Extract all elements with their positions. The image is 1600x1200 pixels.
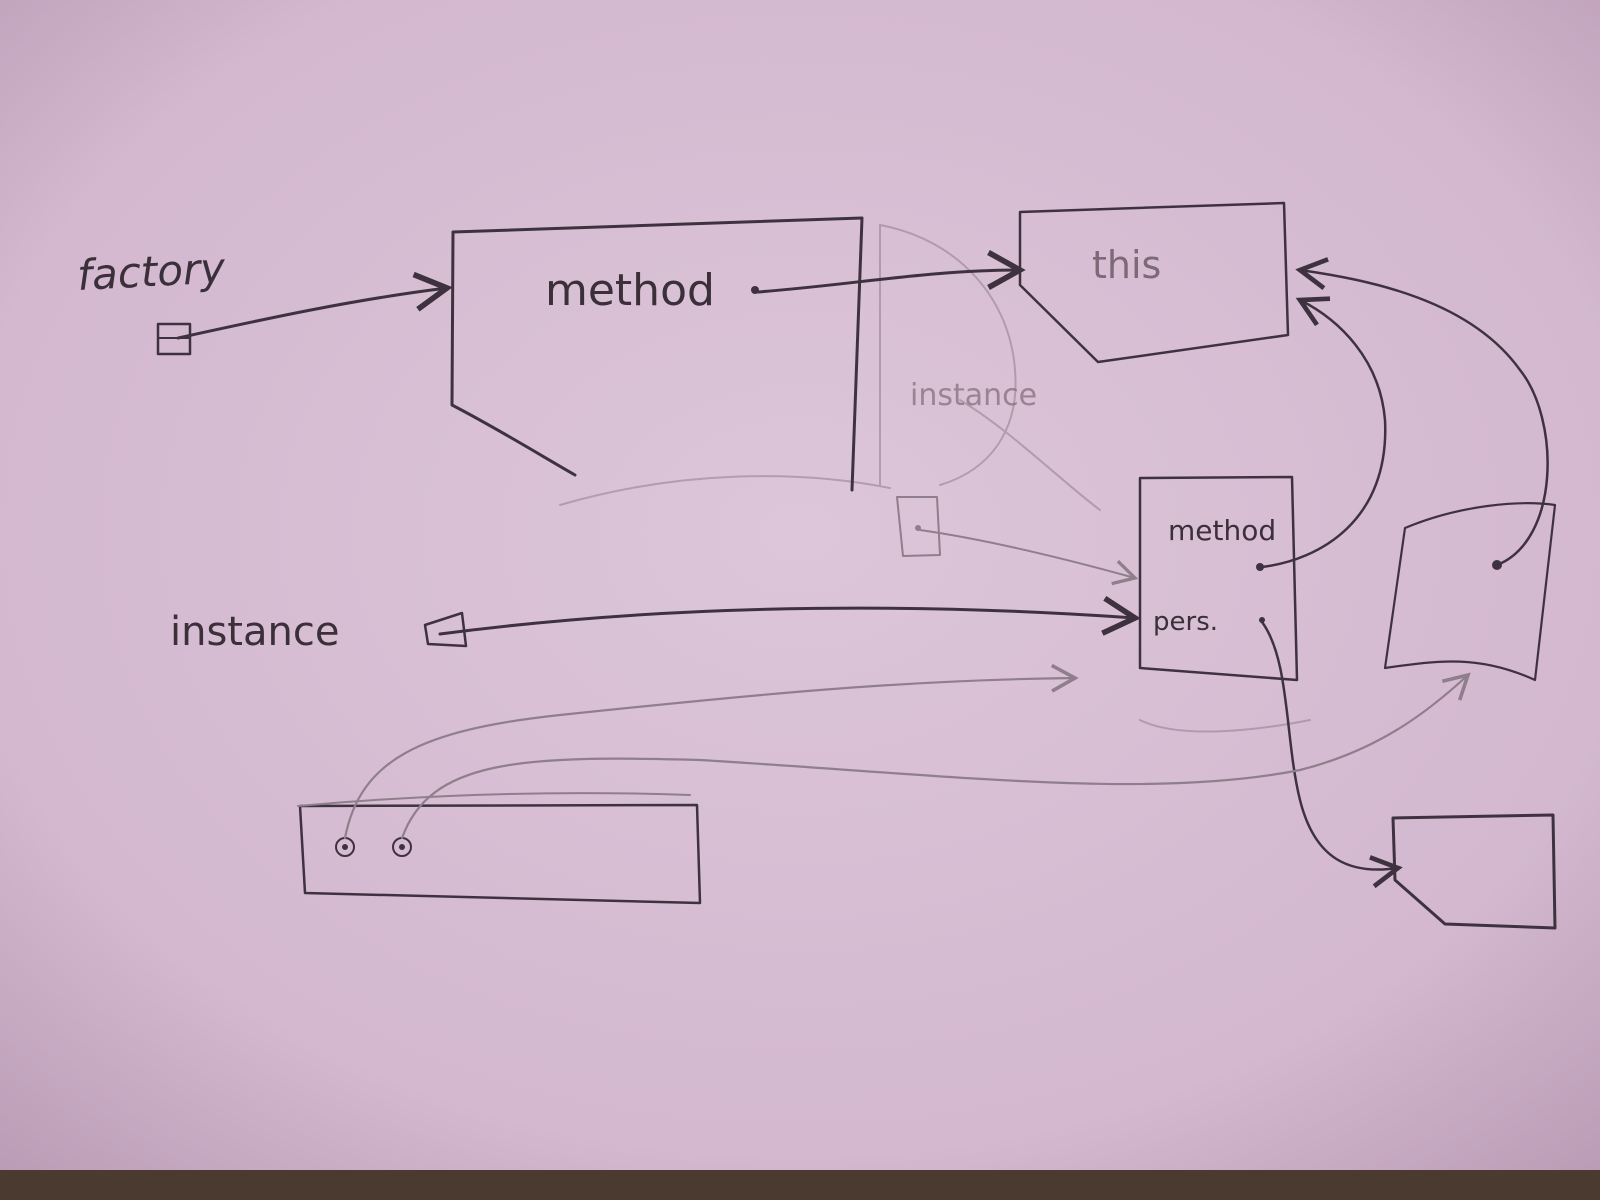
arrow-dot-a-to-object — [343, 663, 1079, 840]
bottom-left-box — [298, 803, 702, 905]
arrow-small-method-to-this — [1260, 296, 1387, 569]
erased-strokes — [559, 224, 1311, 733]
instance-label: instance — [170, 609, 339, 655]
instance-pointer-box — [423, 611, 468, 648]
this-label: this — [1092, 243, 1161, 287]
pers-label: pers. — [1153, 607, 1218, 637]
arrow-instance-to-object — [438, 595, 1141, 636]
method-main-label: method — [545, 265, 715, 316]
arrow-factory-to-method — [176, 271, 453, 340]
arrow-ghost-to-object — [919, 529, 1139, 586]
instance-ghost-label: instance — [910, 378, 1037, 413]
bottom-left-box-top-stroke — [297, 792, 691, 807]
method-small-label: method — [1168, 514, 1276, 547]
method-box — [450, 216, 864, 492]
this-box — [1018, 201, 1290, 364]
arrow-dot-b-to-right-object — [400, 672, 1471, 840]
ghost-pointer-box — [896, 496, 941, 557]
factory-label: factory — [76, 243, 227, 300]
pers-dot — [1259, 617, 1265, 623]
right-object-box — [1383, 502, 1557, 682]
bottom-left-dot-b-center — [399, 844, 405, 850]
method-small-dot — [1256, 563, 1264, 571]
arrow-pers-to-bottom-box — [1260, 620, 1403, 889]
bottom-left-dot-a-center — [342, 844, 348, 850]
table-edge — [0, 1170, 1600, 1200]
arrow-method-to-this — [756, 250, 1026, 294]
arrow-right-object-to-this — [1295, 257, 1549, 567]
